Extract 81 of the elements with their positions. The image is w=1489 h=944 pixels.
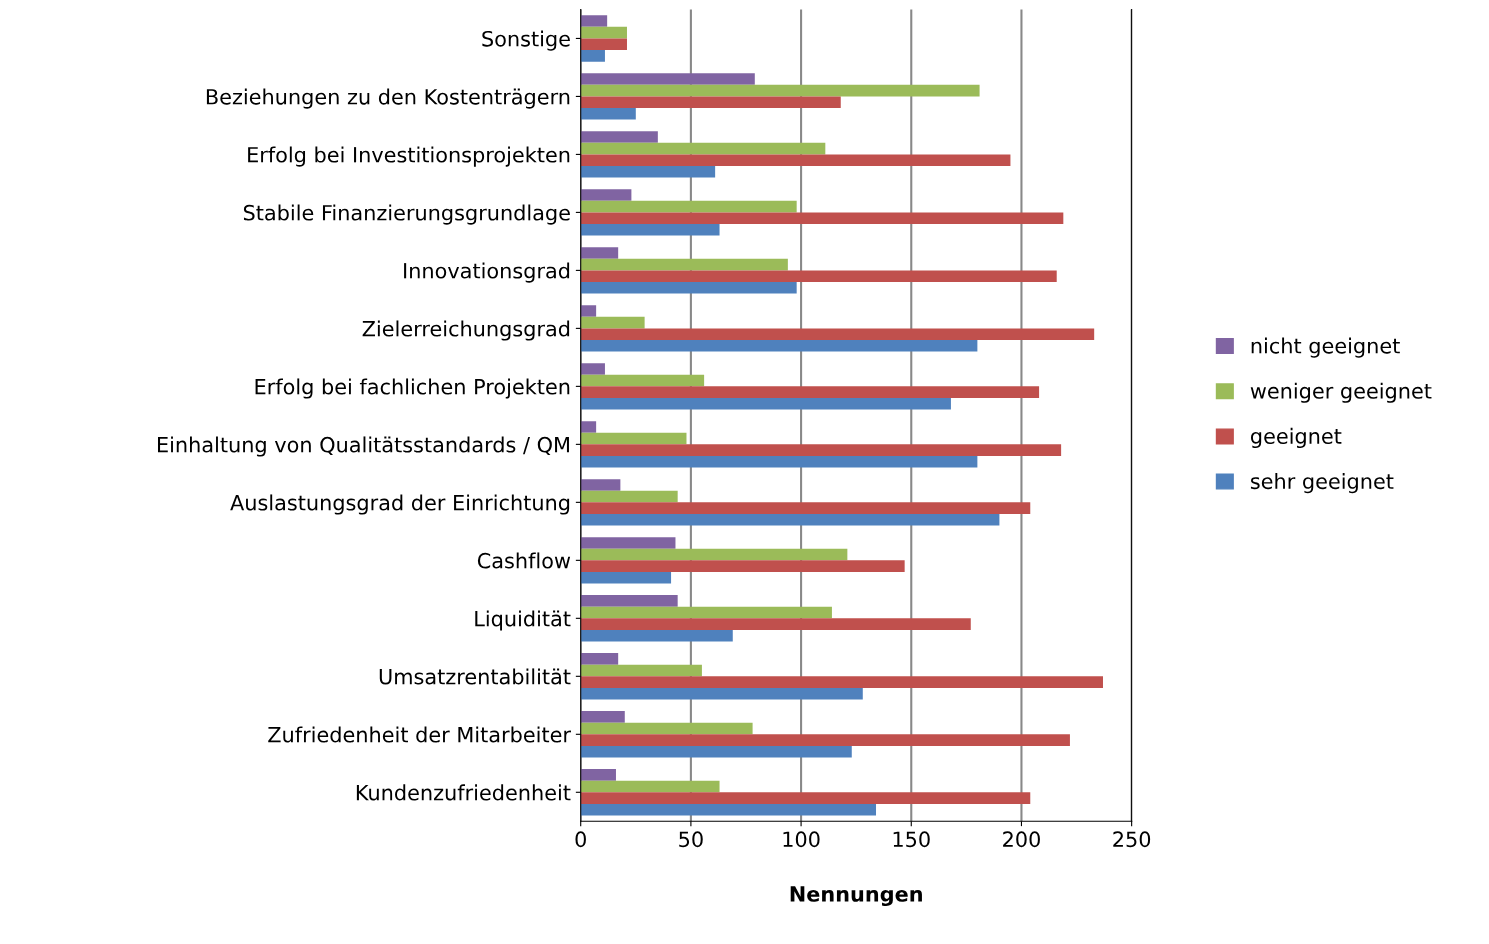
bar [580,154,1011,167]
bar [580,166,716,178]
bar [580,734,1070,746]
bar [580,386,1040,398]
bar [580,629,733,642]
bar [580,513,1000,526]
legend-label: weniger geeignet [1250,382,1432,403]
bar [580,281,797,294]
y-tick-label: Liquidität [475,610,571,631]
bar [580,711,625,723]
bar [580,479,621,491]
bar [580,490,678,503]
x-tick-label: 150 [893,831,930,848]
bar [580,247,619,259]
x-tick-label: 50 [679,831,703,848]
y-tick-label: Zufriedenheit der Mitarbeiter [268,726,571,743]
legend-label: sehr geeignet [1250,473,1394,494]
legend-label: geeignet [1250,427,1342,449]
x-axis-title: Nennungen [790,886,922,907]
y-tick-label: Umsatzrentabilität [379,668,571,685]
bar [580,722,753,735]
bar [580,444,1062,456]
y-tick-label: Einhaltung von Qualitätsstandards / QM [158,436,569,457]
x-tick-label: 100 [783,831,820,848]
bar [580,455,978,468]
bar [580,664,702,677]
y-tick-label: Erfolg bei fachlichen Projekten [255,378,570,399]
y-tick-label: Innovationsgrad [404,262,570,283]
bar [580,548,848,561]
bar [580,560,905,572]
bar [580,38,627,51]
legend-label: nicht geeignet [1251,337,1400,358]
bar [580,96,841,109]
bar [580,595,678,607]
y-tick-label: Sonstige [482,30,570,51]
bar [580,780,720,793]
bar [580,305,597,317]
bar [580,676,1103,688]
y-tick-label: Auslastungsgrad der Einrichtung [230,494,570,515]
bar [580,537,676,549]
bar [580,745,852,758]
y-tick-label: Beziehungen zu den Kostenträgern [206,88,570,109]
bar [580,502,1031,514]
bar [580,84,980,97]
bar [580,50,605,62]
bar [580,316,645,329]
y-tick-label: Zielerreichungsgrad [362,320,570,341]
y-tick-label: Kundenzufriedenheit [356,784,571,801]
bar [580,189,632,201]
bar [580,606,832,619]
bar [580,200,797,213]
bar [580,339,978,352]
bar [580,571,672,584]
bar [580,792,1031,804]
bar [580,224,720,236]
bar [580,15,608,27]
x-tick-label: 0 [575,831,586,848]
x-tick-label: 250 [1113,831,1151,848]
bar [580,363,605,375]
bar [580,618,971,630]
bar [580,421,597,433]
y-tick-label: Stabile Finanzierungsgrundlage [243,204,570,225]
bar [580,131,658,143]
bar [580,73,755,85]
bar [580,432,687,445]
bar [580,374,705,387]
bar [580,108,636,120]
x-tick-label: 200 [1003,831,1040,848]
bar [580,803,877,816]
bar [580,769,616,781]
bar [580,653,619,665]
bar [580,258,788,271]
bar [580,328,1095,340]
bar [580,212,1064,224]
y-tick-label: Erfolg bei Investitionsprojekten [248,146,570,167]
bar [580,397,951,410]
bar [580,687,863,700]
bar [580,270,1057,282]
y-tick-label: Cashflow [477,552,571,569]
bar [580,26,627,39]
bar [580,142,826,155]
